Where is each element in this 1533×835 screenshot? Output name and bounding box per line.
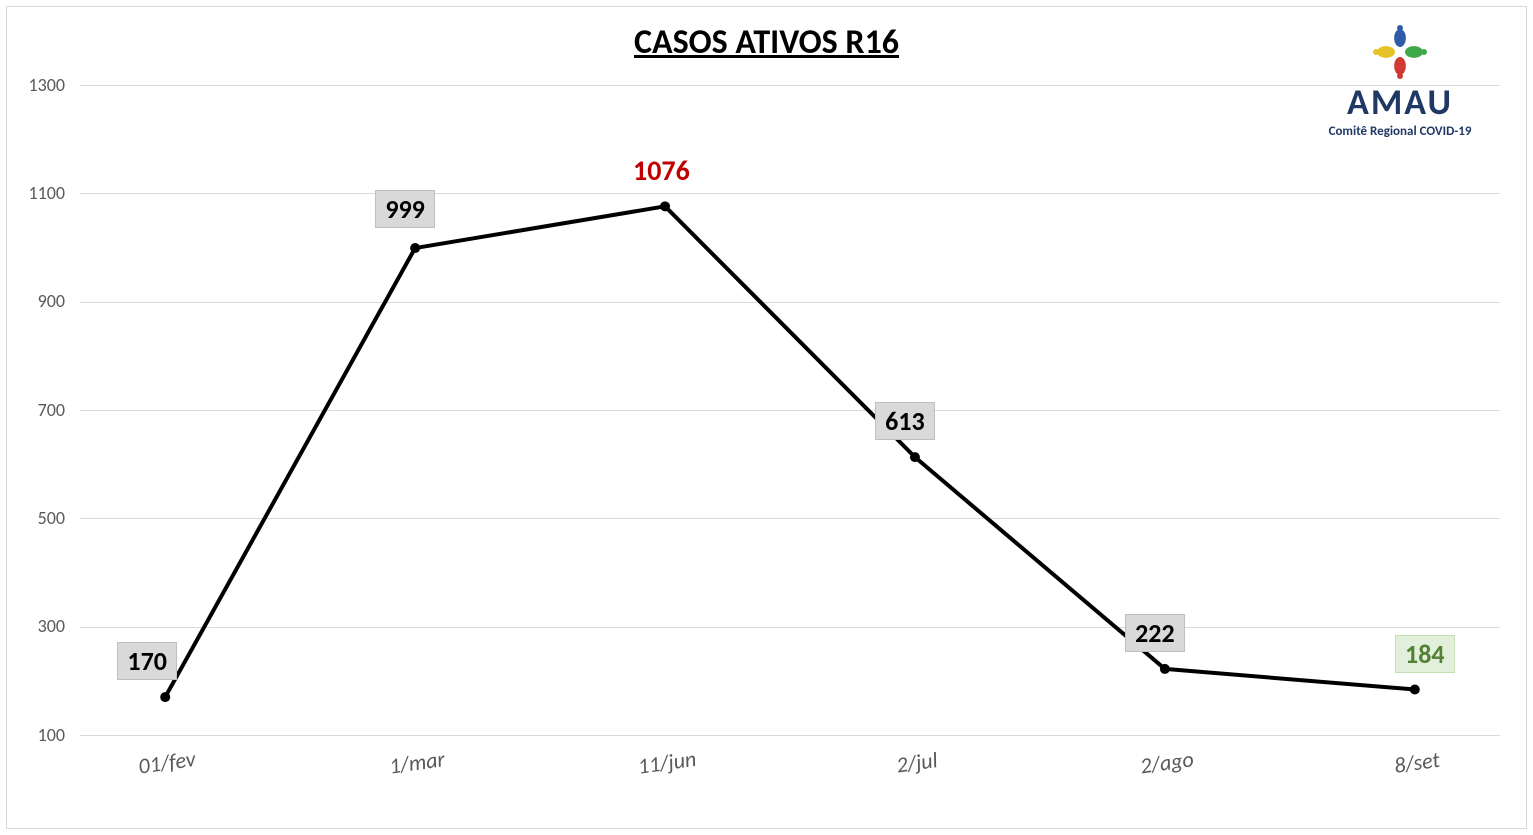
amau-logo-icon: [1360, 20, 1440, 80]
series-marker: [1410, 685, 1420, 695]
data-label: 170: [117, 642, 177, 680]
amau-logo: AMAU Comitê Regional COVID-19: [1290, 20, 1510, 139]
data-label: 184: [1395, 635, 1455, 673]
chart-container: CASOS ATIVOS R16 10030050070090011001300…: [0, 0, 1533, 835]
series-marker: [1160, 664, 1170, 674]
data-label: 613: [875, 402, 935, 440]
series-marker: [660, 201, 670, 211]
logo-subtitle: Comitê Regional COVID-19: [1290, 124, 1510, 139]
data-label: 999: [375, 190, 435, 228]
data-label: 1076: [625, 151, 698, 190]
series-marker: [160, 692, 170, 702]
data-label: 222: [1125, 614, 1185, 652]
logo-title: AMAU: [1290, 80, 1510, 124]
series-line: [165, 206, 1415, 697]
series-marker: [910, 452, 920, 462]
series-marker: [410, 243, 420, 253]
